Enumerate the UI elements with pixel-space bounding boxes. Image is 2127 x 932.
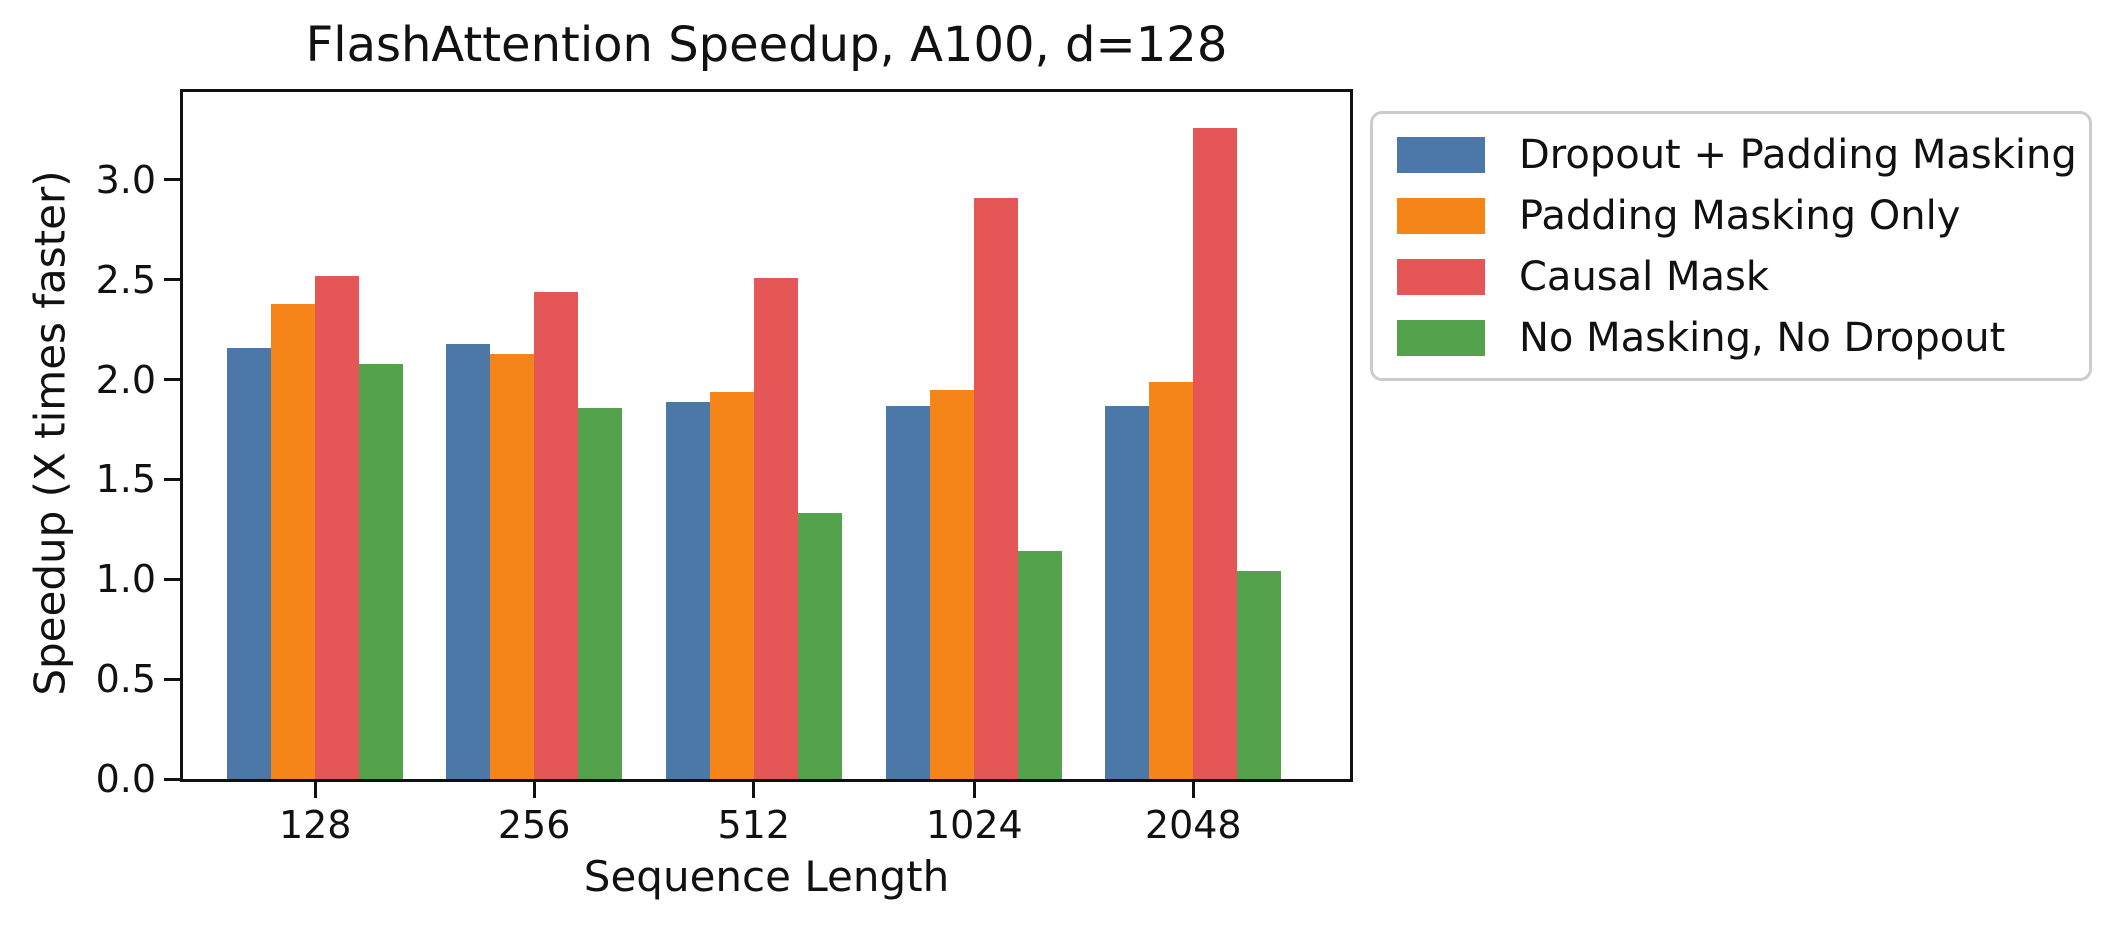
- legend-swatch-icon: [1397, 258, 1485, 295]
- bar-512-series-1: [665, 401, 710, 779]
- bar-2048-series-4: [1237, 571, 1282, 779]
- legend-label: No Masking, No Dropout: [1519, 314, 2006, 361]
- chart-title: FlashAttention Speedup, A100, d=128: [305, 17, 1228, 73]
- legend: Dropout + Padding Masking Padding Masking…: [1370, 111, 2092, 381]
- plot-area: [180, 89, 1353, 782]
- x-tick-label-128: 128: [278, 803, 352, 847]
- bar-256-series-4: [578, 407, 623, 779]
- bar-256-series-3: [534, 291, 579, 779]
- y-axis-label-text: Speedup (X times faster): [25, 170, 75, 696]
- x-tick-label-2048: 2048: [1144, 803, 1242, 847]
- bar-1024-series-1: [886, 405, 931, 779]
- y-tick-label-2.0: 2.0: [95, 357, 156, 402]
- y-tick-label-0.0: 0.0: [95, 757, 156, 801]
- bar-1024-series-2: [930, 389, 975, 779]
- bar-1024-series-4: [1018, 551, 1063, 779]
- legend-row-4: No Masking, No Dropout: [1397, 315, 2079, 361]
- x-tick-mark-128: [313, 782, 317, 798]
- bar-512-series-4: [797, 513, 842, 779]
- x-tick-label-1024: 1024: [925, 803, 1023, 847]
- bar-256-series-2: [490, 353, 535, 779]
- bar-128-series-3: [315, 275, 360, 779]
- legend-swatch-icon: [1397, 136, 1485, 173]
- bar-1024-series-3: [974, 197, 1019, 779]
- y-tick-mark-2.5: [164, 278, 180, 282]
- y-tick-mark-3.0: [164, 178, 180, 182]
- legend-label: Dropout + Padding Masking: [1519, 131, 2077, 178]
- legend-label: Causal Mask: [1519, 253, 1769, 300]
- bar-256-series-1: [446, 343, 491, 779]
- legend-row-1: Dropout + Padding Masking: [1397, 132, 2079, 178]
- bar-2048-series-2: [1149, 381, 1194, 779]
- bar-128-series-2: [271, 303, 316, 779]
- bar-2048-series-3: [1193, 127, 1238, 779]
- legend-row-2: Padding Masking Only: [1397, 193, 2079, 239]
- y-tick-mark-1.0: [164, 577, 180, 581]
- x-tick-label-256: 256: [497, 803, 571, 847]
- x-axis-label: Sequence Length: [583, 852, 950, 901]
- y-tick-mark-0.5: [164, 677, 180, 681]
- bar-512-series-3: [753, 277, 798, 779]
- bar-512-series-2: [709, 391, 754, 779]
- x-tick-mark-2048: [1191, 782, 1195, 798]
- legend-swatch-icon: [1397, 319, 1485, 356]
- y-tick-label-3.0: 3.0: [95, 157, 156, 202]
- y-tick-label-1.5: 1.5: [95, 457, 156, 502]
- legend-swatch-icon: [1397, 197, 1485, 234]
- x-tick-label-512: 512: [717, 803, 791, 847]
- x-tick-mark-512: [752, 782, 756, 798]
- legend-label: Padding Masking Only: [1519, 192, 1961, 239]
- y-tick-mark-2.0: [164, 378, 180, 382]
- x-tick-mark-1024: [972, 782, 976, 798]
- x-tick-mark-256: [532, 782, 536, 798]
- bar-2048-series-1: [1105, 405, 1150, 779]
- y-tick-label-2.5: 2.5: [95, 257, 156, 302]
- y-tick-label-0.5: 0.5: [95, 657, 156, 702]
- y-tick-mark-0.0: [164, 777, 180, 781]
- bar-128-series-4: [359, 363, 404, 779]
- y-tick-mark-1.5: [164, 477, 180, 481]
- bar-128-series-1: [227, 347, 272, 779]
- y-tick-label-1.0: 1.0: [95, 557, 156, 602]
- legend-row-3: Causal Mask: [1397, 254, 2079, 300]
